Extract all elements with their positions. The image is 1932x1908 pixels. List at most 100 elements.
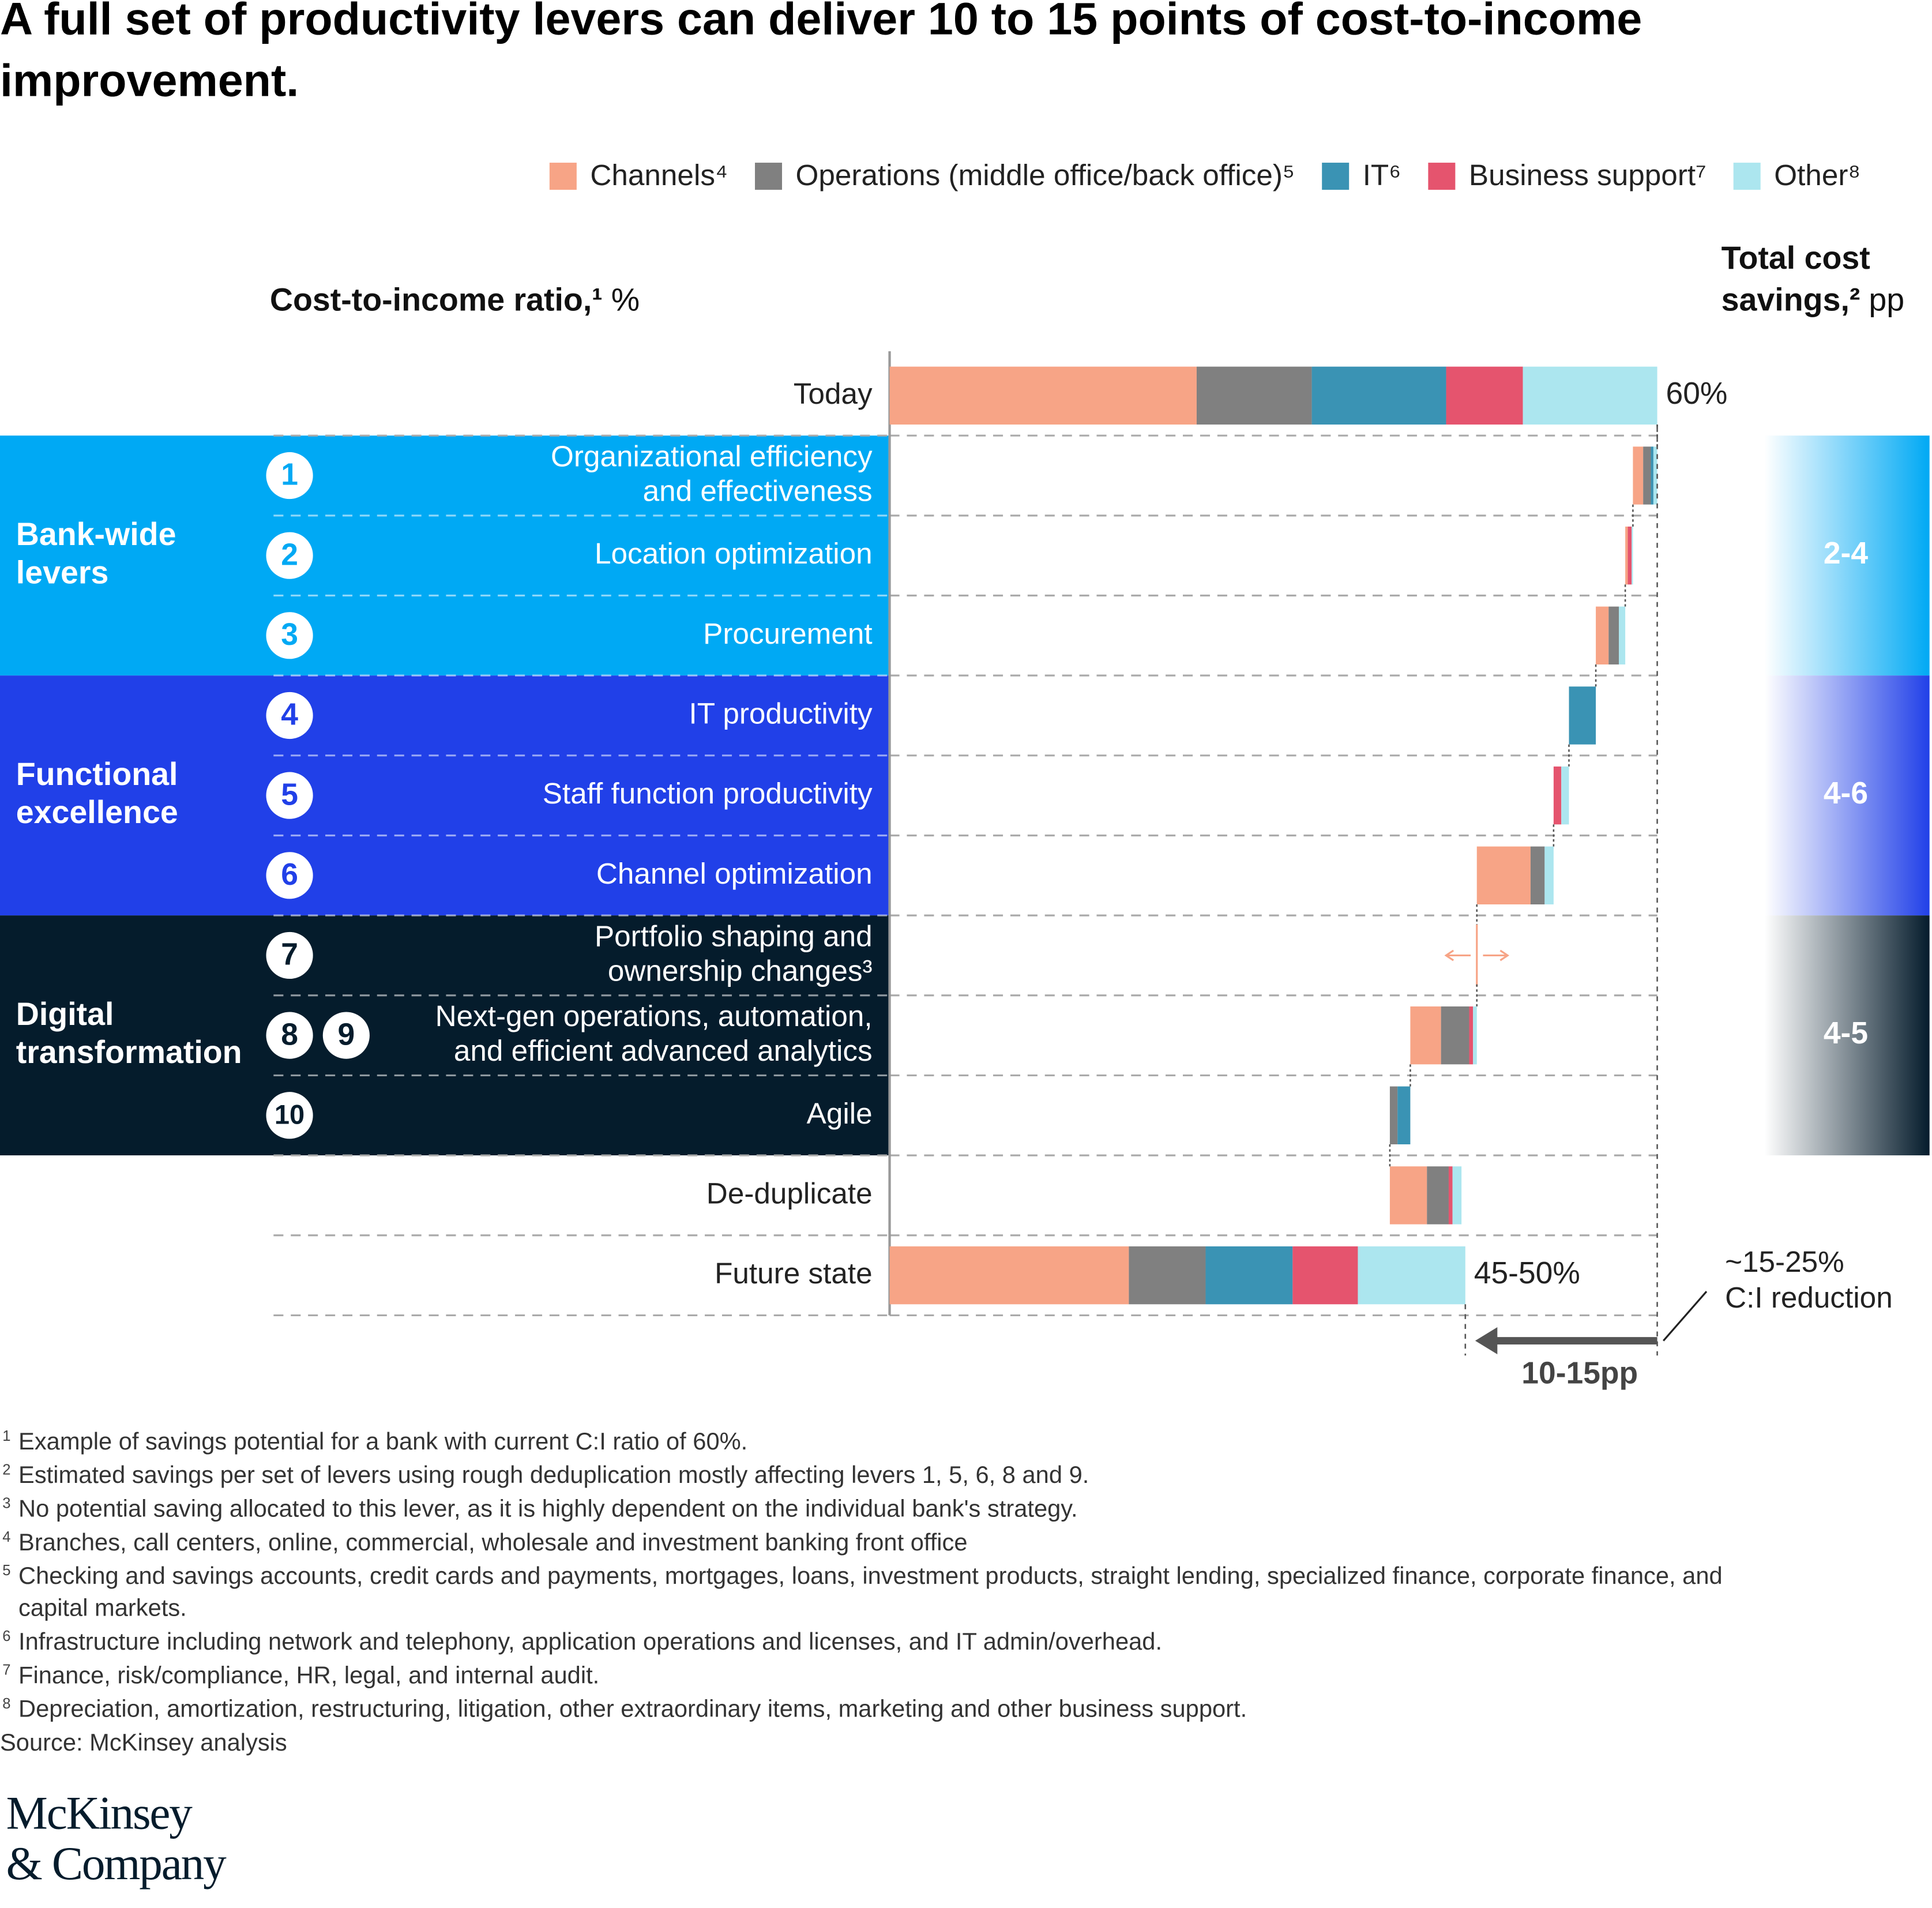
bar-segment bbox=[1643, 446, 1651, 505]
lever-badge bbox=[266, 692, 313, 739]
savings-panel bbox=[1764, 915, 1930, 1156]
footnote: Finance, risk/compliance, HR, legal, and… bbox=[18, 1661, 599, 1688]
footnote: Depreciation, amortization, restructurin… bbox=[18, 1695, 1247, 1722]
bar-segment bbox=[1446, 366, 1523, 425]
group-label: Functional excellence bbox=[16, 756, 178, 830]
lever-number: 5 bbox=[281, 778, 298, 812]
footnote-mark: 6 bbox=[2, 1628, 10, 1644]
bar-segment bbox=[1619, 606, 1626, 665]
legend-swatch bbox=[549, 163, 577, 190]
lever-badge bbox=[266, 852, 313, 899]
category-label: Procurement bbox=[703, 617, 872, 649]
group-label: Digital transformation bbox=[16, 996, 242, 1070]
lever-badge bbox=[266, 612, 313, 659]
bar-segment bbox=[1523, 366, 1657, 425]
category-label: Staff function productivity bbox=[543, 777, 873, 810]
footnote-mark: 7 bbox=[2, 1662, 10, 1678]
category-label: Channel optimization bbox=[596, 857, 873, 889]
total-unit: pp bbox=[1869, 281, 1904, 317]
category-label: Location optimization bbox=[595, 537, 873, 570]
footnote: Example of savings potential for a bank … bbox=[18, 1428, 747, 1455]
bar-segment bbox=[1530, 846, 1545, 905]
footnote: No potential saving allocated to this le… bbox=[18, 1495, 1078, 1522]
callout-line bbox=[1663, 1291, 1708, 1342]
bar-segment bbox=[1651, 446, 1653, 505]
lever-badge bbox=[266, 932, 313, 979]
bar-segment bbox=[1129, 1246, 1206, 1305]
end-label: 45-50% bbox=[1474, 1256, 1580, 1290]
lever-badge bbox=[266, 1012, 313, 1059]
bar-segment bbox=[1358, 1246, 1465, 1305]
group-band bbox=[0, 675, 890, 916]
axis-unit: % bbox=[611, 281, 640, 317]
axis-title: Cost-to-income ratio,¹% bbox=[270, 281, 640, 317]
logo: McKinsey & Company bbox=[6, 1787, 227, 1890]
legend-label: Operations (middle office/back office)⁵ bbox=[796, 159, 1295, 191]
bar-segment bbox=[889, 366, 1197, 425]
footnote: Checking and savings accounts, credit ca… bbox=[18, 1562, 1723, 1621]
category-label: IT productivity bbox=[689, 697, 873, 730]
savings-panel bbox=[1764, 675, 1930, 916]
category-label: Agile bbox=[807, 1096, 873, 1129]
lever-number: 6 bbox=[281, 858, 298, 892]
footnote: Estimated savings per set of levers usin… bbox=[18, 1461, 1089, 1488]
bar-segment bbox=[1476, 846, 1531, 905]
bar-segment bbox=[1427, 1166, 1449, 1225]
bar-segment bbox=[889, 1246, 1129, 1305]
bar-segment bbox=[1653, 446, 1657, 505]
bar-segment bbox=[1410, 1006, 1441, 1065]
bar-segment bbox=[1196, 366, 1312, 425]
lever-badge bbox=[266, 532, 313, 579]
footnote-mark: 2 bbox=[2, 1462, 10, 1478]
footnote: Infrastructure including network and tel… bbox=[18, 1628, 1162, 1655]
lever-number: 3 bbox=[281, 618, 298, 652]
legend-swatch bbox=[1428, 163, 1456, 190]
bar-segment bbox=[1205, 1246, 1293, 1305]
category-label: De-duplicate bbox=[706, 1177, 873, 1210]
lever-number: 9 bbox=[337, 1017, 355, 1051]
group-band bbox=[0, 915, 890, 1156]
bar-segment bbox=[1625, 526, 1628, 585]
bar-segment bbox=[1632, 526, 1633, 585]
bar-segment bbox=[1448, 1166, 1453, 1225]
legend-swatch bbox=[1322, 163, 1350, 190]
bar-segment bbox=[1553, 766, 1562, 825]
legend-label: Business support⁷ bbox=[1469, 159, 1707, 191]
footnote: Branches, call centers, online, commerci… bbox=[18, 1528, 968, 1556]
legend-label: Channels⁴ bbox=[590, 159, 728, 191]
reduction-arrow-head bbox=[1475, 1327, 1498, 1355]
bar-segment bbox=[1389, 1166, 1427, 1225]
group-label: Bank-wide levers bbox=[16, 516, 176, 590]
footnote-mark: 8 bbox=[2, 1696, 10, 1712]
lever-number: 8 bbox=[281, 1017, 298, 1051]
bar-segment bbox=[1596, 606, 1609, 665]
legend-swatch bbox=[755, 163, 783, 190]
bar-segment bbox=[1311, 366, 1446, 425]
footnote-mark: 5 bbox=[2, 1563, 10, 1579]
start-label: 60% bbox=[1666, 377, 1728, 411]
savings-panel bbox=[1764, 435, 1930, 676]
bar-segment bbox=[1608, 606, 1619, 665]
category-label: Organizational efficiency and effectivene… bbox=[551, 440, 873, 507]
bar-segment bbox=[1633, 446, 1644, 505]
bar-segment bbox=[1441, 1006, 1469, 1065]
axis-title-text: Cost-to-income ratio,¹ bbox=[270, 281, 603, 317]
reduction-label: 10-15pp bbox=[1521, 1356, 1638, 1390]
lever-number: 7 bbox=[281, 938, 298, 972]
lever-badge bbox=[266, 452, 313, 499]
lever-number: 2 bbox=[281, 538, 298, 572]
footnote-mark: 3 bbox=[2, 1496, 10, 1512]
lever-badge bbox=[266, 1092, 313, 1139]
source: Source: McKinsey analysis bbox=[0, 1729, 287, 1756]
bar-segment bbox=[1452, 1166, 1462, 1225]
savings-label: 4-5 bbox=[1824, 1016, 1868, 1050]
chart-title: A full set of productivity levers can de… bbox=[0, 0, 1642, 106]
bar-segment bbox=[1292, 1246, 1358, 1305]
bar-segment bbox=[1627, 526, 1632, 585]
footnote-mark: 4 bbox=[2, 1529, 10, 1545]
savings-label: 2-4 bbox=[1824, 536, 1868, 570]
reduction-note: ~15-25% C:I reduction bbox=[1725, 1245, 1893, 1314]
zero-arrow-head bbox=[1444, 949, 1454, 961]
legend-label: Other⁸ bbox=[1774, 159, 1860, 191]
